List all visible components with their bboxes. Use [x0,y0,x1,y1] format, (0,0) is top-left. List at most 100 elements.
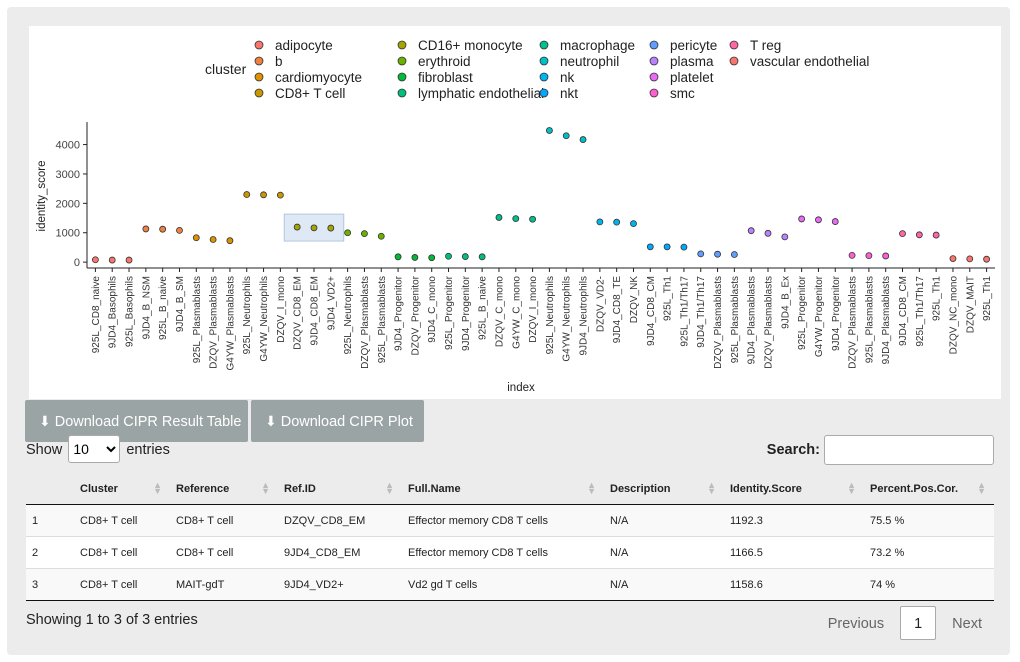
legend-marker [397,56,407,66]
x-tick-label: DZQV_MAIT [965,276,976,333]
table-row[interactable]: 2 CD8+ T cell CD8+ T cell 9JD4_CD8_EM Ef… [26,536,994,569]
cell-ref-id: 9JD4_VD2+ [278,568,402,601]
cell-identity-score: 1166.5 [724,536,864,569]
data-point [882,252,890,260]
x-tick-label: 925L_Th1/Th17 [915,276,926,347]
data-point [562,132,570,140]
data-point [209,236,217,243]
legend-marker [539,40,549,50]
column-header-index[interactable] [26,474,74,505]
x-tick-label: DZQV_VD2- [595,276,606,332]
legend-label: platelet [670,70,714,85]
x-tick-label: DZQV_Plasmablasts [713,276,724,369]
data-point [831,218,839,225]
legend-marker [649,72,659,82]
column-header-full-name[interactable]: Full.Name ▲ ▼ [402,474,604,505]
legend-marker [649,88,659,98]
search-control: Search: [767,435,994,466]
cell-description: N/A [604,504,724,537]
x-tick-label: 925L_Plasmablasts [864,276,875,363]
page-1-button[interactable]: 1 [900,606,937,640]
legend-marker [539,72,549,82]
data-point [764,229,772,237]
table-row[interactable]: 3 CD8+ T cell MAIT-gdT 9JD4_VD2+ Vd2 gd … [26,568,994,601]
column-header-ref-id[interactable]: Ref.ID ▲ ▼ [278,474,402,505]
search-input[interactable] [824,435,994,466]
data-point [899,230,906,238]
column-header-label: Percent.Pos.Cor. [870,483,959,495]
download-plot-button[interactable]: ⬇ Download CIPR Plot [251,400,424,442]
legend-marker [729,56,739,66]
length-control: Show 10 entries [26,435,170,465]
x-tick-label: 925L_Basophils [125,276,136,347]
cell-description: N/A [604,536,724,569]
x-tick-label: 9JD4_CD8_EM [310,276,321,345]
x-tick-label: G4YW_Progenitor [814,275,825,357]
entries-select[interactable]: 10 [68,435,121,463]
x-tick-label: 925L_Plasmablasts [730,276,741,363]
column-header-description[interactable]: Description ▲ ▼ [604,474,724,505]
legend-label: b [275,54,283,69]
column-header-reference[interactable]: Reference ▲ ▼ [170,474,278,505]
data-point [730,251,738,258]
data-point [176,226,183,234]
data-point [125,256,133,264]
x-tick-label: 9JD4_Th1/Th17 [696,276,707,348]
cell-ref-id: 9JD4_CD8_EM [278,536,402,569]
data-point [949,255,957,262]
x-tick-label: DZQV_Progenitor [410,275,421,355]
legend-label: adipocyte [275,38,333,53]
x-tick-label: 925L_Neutrophils [343,276,354,354]
data-point [512,215,520,223]
sort-icon: ▲ ▼ [847,480,856,496]
cell-full-name: Effector memory CD8 T cells [402,536,604,569]
data-point [747,227,755,235]
data-point [327,224,335,232]
column-header-identity-score[interactable]: Identity.Score ▲ ▼ [724,474,864,505]
x-tick-label: 9JD4_Plasmablasts [747,276,758,364]
legend-label: nkt [560,86,578,101]
x-tick-label: DZQV_Plasmablasts [360,276,371,369]
cell-percent-pos-cor: 74 % [864,568,994,601]
data-point [310,224,318,232]
legend-marker [539,88,549,98]
x-tick-label: DZQV_CD8_EM [293,276,304,350]
data-point [546,127,553,134]
x-tick-label: 925L_Th1 [982,276,993,321]
cell-full-name: Effector memory CD8 T cells [402,504,604,537]
legend-label: cardiomyocyte [275,70,362,85]
y-tick-label: 1000 [56,228,80,240]
data-point [798,215,806,223]
x-tick-label: 925L_Neutrophils [242,276,253,354]
data-point [478,253,486,261]
cell-percent-pos-cor: 75.5 % [864,504,994,537]
previous-button[interactable]: Previous [827,616,885,632]
cell-identity-score: 1158.6 [724,568,864,601]
legend-label: vascular endothelial [750,54,869,69]
x-tick-label: 9JD4_CD8_CM [898,276,909,346]
pagination: Previous 1 Next [816,606,994,640]
x-tick-label: DZQV_I_mono [528,276,539,343]
column-header-percent-pos-cor[interactable]: Percent.Pos.Cor. ▲ ▼ [864,474,994,505]
data-point [495,214,503,221]
x-tick-label: G4YW_C_mono [511,276,522,349]
legend-label: CD8+ T cell [275,86,345,101]
column-header-cluster[interactable]: Cluster ▲ ▼ [74,474,170,505]
sort-icon: ▲ ▼ [385,480,394,496]
data-point [226,237,234,245]
x-tick-label: 9JD4_Progenitor [394,275,405,351]
x-tick-label: 925L_Progenitor [444,275,455,350]
legend-marker [254,40,264,50]
legend-marker [397,88,407,98]
table-row[interactable]: 1 CD8+ T cell CD8+ T cell DZQV_CD8_EM Ef… [26,504,994,537]
next-button[interactable]: Next [952,616,982,632]
data-point [680,243,688,251]
download-table-button[interactable]: ⬇ Download CIPR Result Table [25,400,248,442]
data-point [192,234,200,242]
x-tick-label: G4YW_Neutrophils [259,276,270,362]
data-point [697,250,705,258]
y-tick-label: 4000 [56,140,80,152]
data-point [445,252,452,260]
entries-label: entries [126,442,170,458]
legend-marker [254,56,264,66]
